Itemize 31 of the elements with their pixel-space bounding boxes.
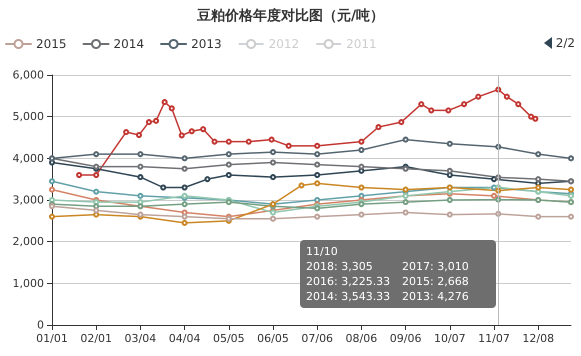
text: 2/2 [556, 36, 575, 50]
x-tick-label: 03/04 [124, 332, 156, 345]
annotation: 2013: 4,276 [402, 289, 470, 304]
y-tick-label: 0 [37, 318, 44, 332]
x-tick-label: 02/01 [80, 332, 112, 345]
annotation: 2016: 3,225.33 [306, 274, 392, 289]
annotation: 2015: 2,668 [402, 274, 470, 289]
x-tick-label: 06/05 [257, 332, 289, 345]
x-tick-label: 11/07 [478, 332, 510, 345]
y-tick-label: 2,000 [12, 235, 44, 248]
annotation: 2014: 3,543.33 [306, 289, 392, 304]
chart-title: 豆粕价格年度对比图（元/吨） [196, 7, 384, 24]
legend-label: 2015 [36, 37, 67, 51]
legend-label: 2013 [191, 37, 222, 51]
legend-label: 2014 [114, 37, 144, 51]
y-tick-label: 4,000 [12, 152, 44, 165]
y-tick-label: 1,000 [12, 276, 44, 290]
x-tick-label: 05/05 [212, 332, 245, 345]
x-tick-label: 04/04 [168, 332, 200, 345]
y-tick-label: 3,000 [12, 194, 44, 206]
x-tick-label: 08/06 [346, 332, 378, 345]
x-tick-label: 09/06 [390, 332, 422, 345]
annotation: 2018: 3,305 [306, 259, 374, 274]
y-tick-label: 6,000 [12, 68, 44, 82]
x-tick-label: 10/07 [434, 332, 466, 345]
y-tick-label: 5,000 [12, 110, 44, 124]
annotation: 11/10 [306, 244, 339, 259]
annotation: 2017: 3,010 [402, 259, 470, 274]
x-tick-label: 01/01 [36, 332, 68, 345]
x-tick-label: 12/08 [522, 332, 554, 345]
x-tick-label: 07/06 [301, 332, 334, 345]
